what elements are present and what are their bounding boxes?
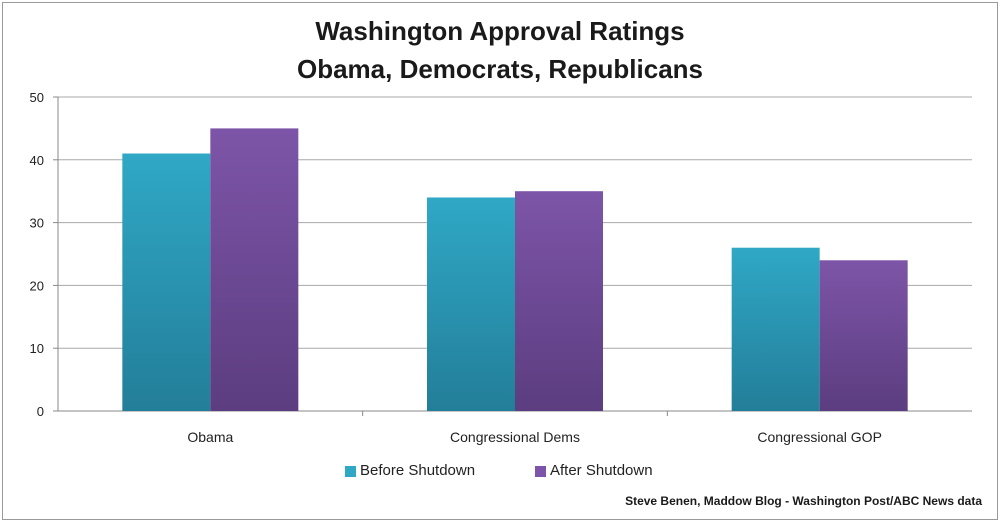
bar-after-2	[819, 260, 908, 411]
legend-label-after: After Shutdown	[550, 462, 653, 479]
legend-item-before: Before Shutdown	[345, 462, 475, 479]
y-tick-label: 20	[30, 278, 44, 293]
bar-before-0	[122, 153, 211, 411]
chart-subtitle: Obama, Democrats, Republicans	[296, 54, 704, 84]
source-credit: Steve Benen, Maddow Blog - Washington Po…	[625, 494, 982, 508]
legend-swatch-after	[535, 465, 546, 477]
x-tick-label: Congressional GOP	[757, 429, 882, 445]
x-tick-label: Obama	[187, 429, 233, 445]
bar-before-1	[427, 197, 515, 411]
chart-title: Washington Approval Ratings	[315, 16, 685, 46]
y-tick-label: 0	[37, 404, 44, 419]
y-tick-label: 30	[30, 216, 44, 231]
legend-swatch-before	[345, 465, 356, 477]
bar-before-2	[731, 247, 820, 411]
x-tick-label: Congressional Dems	[450, 429, 580, 445]
y-tick-label: 40	[30, 153, 44, 168]
legend-label-before: Before Shutdown	[360, 462, 476, 479]
y-tick-label: 50	[30, 90, 44, 105]
bar-after-0	[210, 128, 299, 411]
y-tick-label: 10	[30, 341, 44, 356]
legend-item-after: After Shutdown	[535, 462, 653, 479]
bar-after-1	[515, 191, 603, 411]
